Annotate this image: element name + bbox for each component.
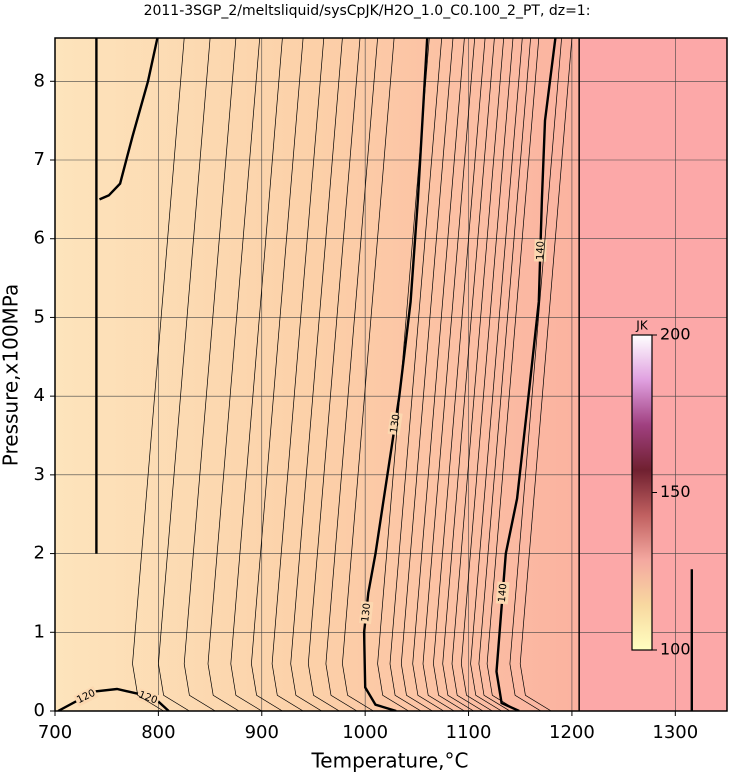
contour-line-major — [99, 38, 159, 201]
contour-line — [478, 38, 531, 711]
contour-line — [290, 38, 343, 711]
colorbar-tick-label: 100 — [660, 640, 691, 659]
x-tick-label: 1100 — [446, 722, 492, 743]
y-axis-label: Pressure,x100MPa — [0, 284, 23, 466]
colorbar — [631, 334, 653, 651]
contour-label-group: 130 — [387, 411, 403, 436]
contour-line — [132, 38, 185, 711]
contour-line — [307, 38, 361, 711]
contour-label-bg — [359, 601, 374, 625]
y-tick-label: 7 — [34, 149, 45, 170]
colorbar-tick-label: 200 — [660, 325, 691, 344]
contour-label-bg — [387, 411, 403, 436]
contour-label-bg — [73, 686, 99, 707]
y-tick-label: 1 — [34, 621, 45, 642]
y-tick-label: 5 — [34, 306, 45, 327]
contour-line — [207, 38, 261, 711]
contour-line — [412, 38, 465, 711]
contour-line — [251, 38, 304, 711]
x-tick-label: 1000 — [342, 722, 388, 743]
contour-line — [442, 38, 495, 711]
y-tick-label: 4 — [34, 385, 45, 406]
contour-label-group: 130 — [359, 601, 374, 625]
contour-label: 130 — [389, 414, 403, 435]
x-tick-label: 800 — [141, 722, 175, 743]
contour-label-bg — [135, 688, 161, 708]
contour-label-bg — [495, 581, 510, 605]
x-tick-label: 900 — [245, 722, 279, 743]
contour-line-major — [362, 38, 429, 711]
contour-line — [509, 38, 562, 711]
contour-line — [377, 38, 430, 711]
plot-frame — [54, 37, 728, 712]
x-tick-label: 1300 — [652, 722, 698, 743]
x-tick-label: 700 — [38, 722, 72, 743]
contour-line — [230, 38, 283, 711]
colorbar-tick-label: 150 — [660, 482, 691, 501]
contour-line — [460, 38, 514, 711]
contour-line-major — [57, 687, 170, 711]
contour-line — [486, 38, 540, 711]
y-tick-label: 0 — [34, 700, 45, 721]
contour-line — [158, 38, 211, 711]
contour-line — [519, 38, 573, 711]
background-fill — [55, 38, 580, 711]
background-fill — [579, 38, 727, 711]
colorbar-label: JK — [635, 319, 649, 333]
contour-label: 140 — [497, 583, 509, 603]
contour-line — [325, 38, 378, 711]
contour-line-major — [495, 38, 557, 711]
contour-line — [271, 38, 325, 711]
contour-line — [400, 38, 454, 711]
contour-line — [433, 38, 486, 711]
y-tick-label: 2 — [34, 543, 45, 564]
contour-line — [342, 38, 395, 711]
contour-label-group: 140 — [495, 581, 510, 605]
contour-line — [422, 38, 476, 711]
y-tick-label: 6 — [34, 228, 45, 249]
contour-line — [389, 38, 443, 711]
x-axis-label: Temperature,°C — [310, 749, 468, 773]
contour-line — [183, 38, 237, 711]
contour-line — [470, 38, 523, 711]
contour-line — [451, 38, 505, 711]
contour-label: 140 — [535, 241, 547, 260]
y-tick-label: 3 — [34, 464, 45, 485]
chart-title: 2011-3SGP_2/meltsliquid/sysCpJK/H2O_1.0_… — [144, 3, 591, 19]
axes: 700 800 900 1000 1100 1200 1300 0 1 2 3 4 5 6 7 8 JK 100 1… — [34, 37, 728, 743]
x-tick-label: 1200 — [549, 722, 595, 743]
contour-label: 130 — [360, 603, 373, 623]
y-tick-label: 8 — [34, 70, 45, 91]
